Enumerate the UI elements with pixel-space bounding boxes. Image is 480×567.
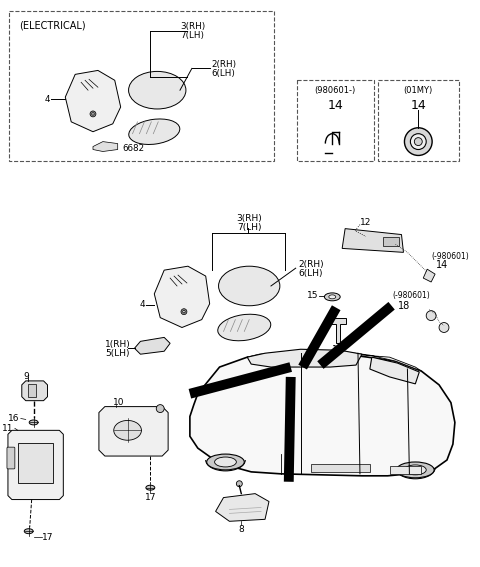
Circle shape bbox=[90, 111, 96, 117]
Bar bbox=[390, 466, 421, 474]
Circle shape bbox=[439, 323, 449, 332]
Text: (ELECTRICAL): (ELECTRICAL) bbox=[19, 21, 85, 31]
Bar bbox=[28, 384, 36, 397]
Ellipse shape bbox=[24, 528, 33, 534]
Polygon shape bbox=[190, 353, 455, 476]
Text: 14: 14 bbox=[410, 99, 426, 112]
Bar bbox=[383, 236, 398, 247]
Ellipse shape bbox=[146, 485, 155, 490]
Polygon shape bbox=[154, 266, 210, 328]
Ellipse shape bbox=[218, 314, 271, 341]
Polygon shape bbox=[189, 362, 292, 399]
Bar bbox=[9, 11, 274, 162]
Circle shape bbox=[236, 481, 242, 486]
Text: 15: 15 bbox=[307, 291, 318, 301]
Text: 3(RH): 3(RH) bbox=[180, 23, 205, 31]
Polygon shape bbox=[330, 318, 346, 344]
Polygon shape bbox=[298, 305, 340, 370]
FancyBboxPatch shape bbox=[7, 447, 15, 469]
Ellipse shape bbox=[324, 293, 340, 301]
Bar bbox=[18, 443, 53, 483]
Ellipse shape bbox=[329, 295, 336, 299]
Polygon shape bbox=[134, 337, 170, 354]
Circle shape bbox=[410, 134, 426, 150]
Polygon shape bbox=[370, 357, 420, 384]
Polygon shape bbox=[342, 229, 404, 252]
Circle shape bbox=[405, 128, 432, 155]
Text: 9: 9 bbox=[24, 373, 29, 382]
Ellipse shape bbox=[114, 421, 142, 440]
Circle shape bbox=[181, 308, 187, 315]
Polygon shape bbox=[93, 142, 118, 151]
Text: 16: 16 bbox=[8, 414, 20, 423]
Text: 6(LH): 6(LH) bbox=[212, 69, 236, 78]
Text: 6682: 6682 bbox=[123, 144, 145, 153]
Text: 8: 8 bbox=[239, 524, 244, 534]
Text: 7(LH): 7(LH) bbox=[180, 31, 204, 40]
Bar bbox=[311, 464, 370, 472]
Text: 14: 14 bbox=[436, 260, 448, 270]
Text: 2(RH): 2(RH) bbox=[299, 260, 324, 269]
Text: 1(RH): 1(RH) bbox=[105, 340, 131, 349]
Bar bbox=[378, 81, 459, 162]
Text: (980601-): (980601-) bbox=[314, 86, 356, 95]
Text: 17: 17 bbox=[144, 493, 156, 502]
Polygon shape bbox=[317, 302, 395, 369]
Text: 6(LH): 6(LH) bbox=[299, 269, 323, 278]
Circle shape bbox=[92, 113, 94, 115]
Text: (-980601): (-980601) bbox=[431, 252, 469, 261]
Text: (01MY): (01MY) bbox=[404, 86, 433, 95]
Circle shape bbox=[183, 311, 185, 313]
Text: 10: 10 bbox=[113, 398, 124, 407]
Polygon shape bbox=[247, 351, 421, 371]
Text: 14: 14 bbox=[327, 99, 343, 112]
Polygon shape bbox=[216, 494, 269, 521]
Polygon shape bbox=[65, 70, 120, 132]
Bar bbox=[297, 81, 374, 162]
Ellipse shape bbox=[215, 457, 236, 467]
Ellipse shape bbox=[129, 71, 186, 109]
Circle shape bbox=[426, 311, 436, 320]
Circle shape bbox=[414, 138, 422, 146]
Polygon shape bbox=[99, 407, 168, 456]
Text: 7(LH): 7(LH) bbox=[237, 223, 262, 232]
Polygon shape bbox=[22, 381, 48, 401]
Ellipse shape bbox=[218, 266, 280, 306]
Text: (-980601): (-980601) bbox=[393, 291, 431, 301]
Polygon shape bbox=[247, 349, 362, 367]
Text: 3(RH): 3(RH) bbox=[236, 214, 262, 223]
Ellipse shape bbox=[29, 420, 38, 425]
Ellipse shape bbox=[405, 465, 426, 475]
Polygon shape bbox=[423, 269, 435, 282]
Text: 4: 4 bbox=[45, 95, 50, 104]
Text: 11: 11 bbox=[2, 424, 14, 433]
Ellipse shape bbox=[207, 454, 244, 470]
Polygon shape bbox=[8, 430, 63, 500]
Text: 4: 4 bbox=[140, 301, 145, 309]
Text: 5(LH): 5(LH) bbox=[105, 349, 129, 358]
Polygon shape bbox=[284, 377, 296, 482]
Text: 12: 12 bbox=[360, 218, 372, 227]
Text: 17: 17 bbox=[42, 532, 53, 541]
Text: 13: 13 bbox=[333, 345, 344, 354]
Ellipse shape bbox=[129, 119, 180, 145]
Circle shape bbox=[156, 405, 164, 413]
Text: 2(RH): 2(RH) bbox=[212, 60, 237, 69]
Ellipse shape bbox=[396, 462, 434, 478]
Text: 18: 18 bbox=[397, 301, 410, 311]
